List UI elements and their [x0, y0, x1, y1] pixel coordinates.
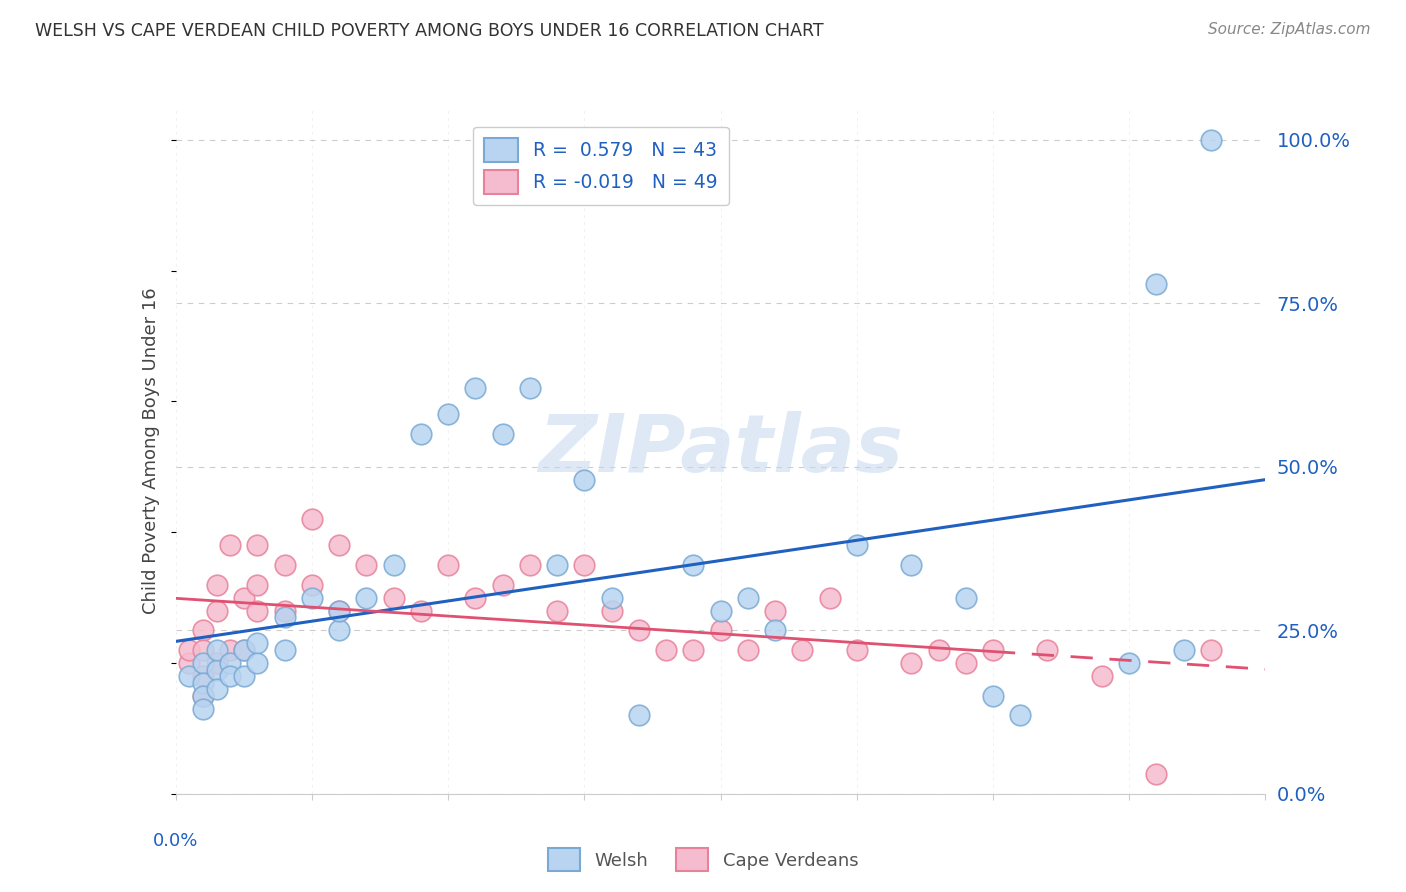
Point [232, 643, 254, 657]
Point [1173, 643, 1195, 657]
Point [955, 591, 977, 605]
Point [246, 604, 269, 618]
Point [519, 381, 541, 395]
Point [246, 656, 269, 670]
Point [179, 656, 201, 670]
Point [600, 591, 623, 605]
Point [845, 538, 868, 552]
Point [437, 408, 460, 422]
Point [301, 512, 323, 526]
Point [600, 604, 623, 618]
Point [492, 427, 515, 442]
Point [191, 669, 214, 683]
Point [191, 689, 214, 703]
Point [191, 643, 214, 657]
Point [246, 577, 269, 591]
Point [737, 643, 759, 657]
Legend: Welsh, Cape Verdeans: Welsh, Cape Verdeans [540, 841, 866, 879]
Point [981, 689, 1004, 703]
Point [437, 558, 460, 572]
Point [492, 577, 515, 591]
Point [191, 656, 214, 670]
Point [627, 708, 650, 723]
Point [900, 656, 922, 670]
Point [301, 591, 323, 605]
Point [328, 604, 350, 618]
Point [246, 538, 269, 552]
Point [519, 558, 541, 572]
Point [179, 643, 201, 657]
Legend: R =  0.579   N = 43, R = -0.019   N = 49: R = 0.579 N = 43, R = -0.019 N = 49 [472, 127, 728, 205]
Point [219, 538, 242, 552]
Point [1118, 656, 1140, 670]
Point [792, 643, 814, 657]
Point [710, 624, 733, 638]
Point [328, 604, 350, 618]
Point [627, 624, 650, 638]
Point [763, 604, 786, 618]
Point [955, 656, 977, 670]
Point [232, 669, 254, 683]
Point [179, 669, 201, 683]
Text: ZIPatlas: ZIPatlas [538, 411, 903, 490]
Point [205, 643, 228, 657]
Point [763, 624, 786, 638]
Point [546, 558, 568, 572]
Point [900, 558, 922, 572]
Point [219, 643, 242, 657]
Point [246, 636, 269, 650]
Point [191, 675, 214, 690]
Point [818, 591, 841, 605]
Text: 0.0%: 0.0% [153, 831, 198, 850]
Y-axis label: Child Poverty Among Boys Under 16: Child Poverty Among Boys Under 16 [142, 287, 160, 614]
Point [1036, 643, 1059, 657]
Point [301, 577, 323, 591]
Point [409, 427, 432, 442]
Point [328, 538, 350, 552]
Point [682, 643, 704, 657]
Point [232, 643, 254, 657]
Point [382, 591, 405, 605]
Point [737, 591, 759, 605]
Point [219, 669, 242, 683]
Point [274, 610, 297, 624]
Point [574, 558, 596, 572]
Point [191, 624, 214, 638]
Point [981, 643, 1004, 657]
Point [205, 604, 228, 618]
Point [682, 558, 704, 572]
Point [464, 381, 486, 395]
Point [219, 656, 242, 670]
Text: WELSH VS CAPE VERDEAN CHILD POVERTY AMONG BOYS UNDER 16 CORRELATION CHART: WELSH VS CAPE VERDEAN CHILD POVERTY AMON… [35, 22, 824, 40]
Point [574, 473, 596, 487]
Point [205, 682, 228, 697]
Point [409, 604, 432, 618]
Point [1010, 708, 1032, 723]
Point [274, 558, 297, 572]
Point [1091, 669, 1114, 683]
Point [328, 624, 350, 638]
Point [191, 689, 214, 703]
Point [205, 663, 228, 677]
Point [205, 577, 228, 591]
Text: Source: ZipAtlas.com: Source: ZipAtlas.com [1208, 22, 1371, 37]
Point [382, 558, 405, 572]
Point [655, 643, 678, 657]
Point [232, 591, 254, 605]
Point [191, 702, 214, 716]
Point [274, 604, 297, 618]
Point [1199, 643, 1222, 657]
Point [845, 643, 868, 657]
Point [928, 643, 950, 657]
Point [356, 558, 378, 572]
Point [1199, 133, 1222, 147]
Point [274, 643, 297, 657]
Point [1144, 277, 1167, 291]
Point [464, 591, 486, 605]
Point [546, 604, 568, 618]
Point [710, 604, 733, 618]
Point [1144, 767, 1167, 781]
Point [356, 591, 378, 605]
Point [205, 656, 228, 670]
